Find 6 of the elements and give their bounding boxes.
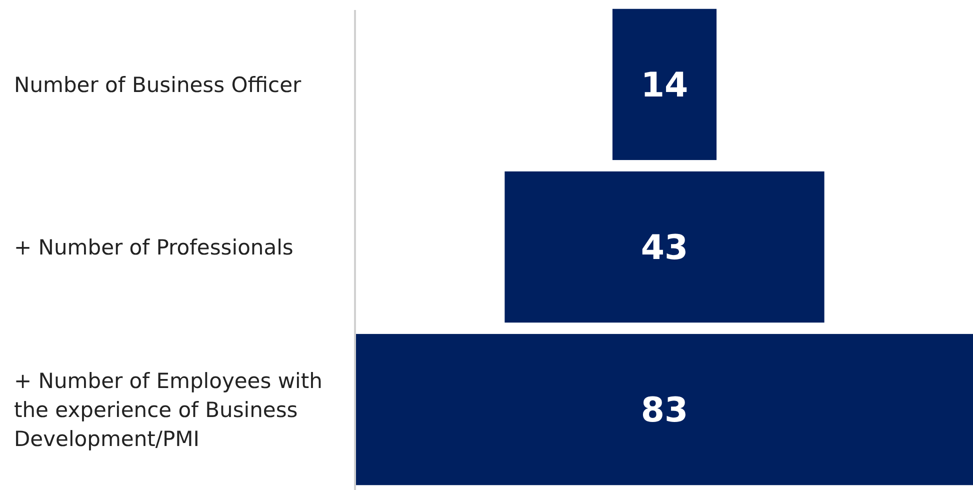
category-label: + Number of Professionals <box>14 235 294 260</box>
data-label: 43 <box>640 228 688 268</box>
category-label: + Number of Employees with the experience of Business Development/PMI <box>14 368 322 451</box>
data-label: 83 <box>640 390 688 430</box>
data-label: 14 <box>640 65 688 106</box>
category-label: Number of Business Officer <box>14 72 302 97</box>
